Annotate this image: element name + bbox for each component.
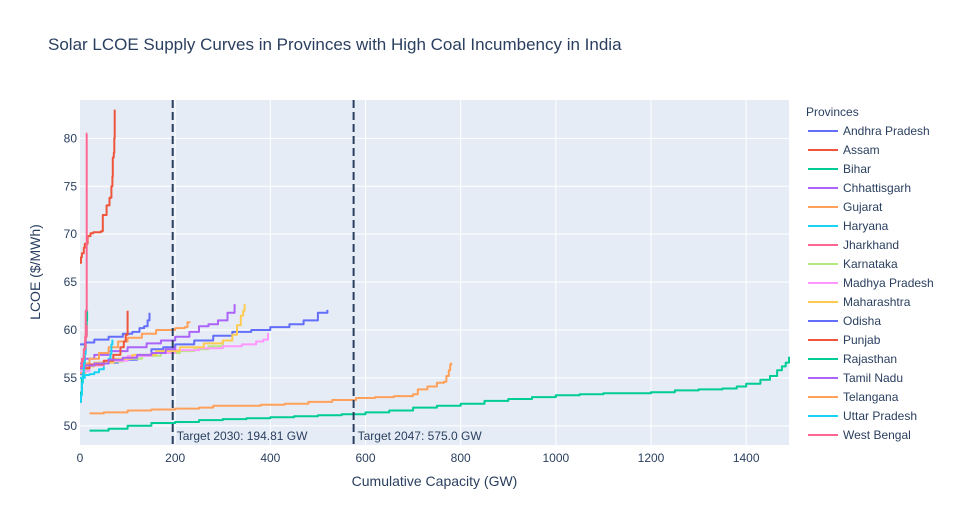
series-line-tamil-nadu: [80, 346, 177, 370]
legend-label: Telangana: [843, 390, 899, 404]
legend-item-odisha[interactable]: Odisha: [808, 314, 881, 328]
x-tick-label: 0: [77, 451, 84, 465]
legend-item-telangana[interactable]: Telangana: [808, 390, 899, 404]
legend-item-jharkhand[interactable]: Jharkhand: [808, 238, 899, 252]
legend-item-andhra-pradesh[interactable]: Andhra Pradesh: [808, 124, 930, 138]
legend-label: Maharashtra: [843, 295, 911, 309]
legend-title: Provinces: [806, 105, 859, 119]
series-line-odisha: [80, 312, 151, 346]
target-lines: Target 2030: 194.81 GW Target 2047: 575.0…: [171, 100, 483, 445]
legend-item-karnataka[interactable]: Karnataka: [808, 257, 898, 271]
legend-label: Punjab: [843, 333, 881, 347]
x-tick-label: 400: [260, 451, 280, 465]
legend-label: Bihar: [843, 162, 871, 176]
series-line-rajasthan: [89, 356, 790, 432]
legend-item-bihar[interactable]: Bihar: [808, 162, 871, 176]
legend-item-chhattisgarh[interactable]: Chhattisgarh: [808, 181, 911, 195]
x-axis-ticks: 0 200 400 600 800 1000 1200 1400: [77, 451, 760, 465]
legend-item-madhya-pradesh[interactable]: Madhya Pradesh: [808, 276, 934, 290]
y-tick-label: 75: [64, 179, 78, 193]
x-tick-label: 1400: [733, 451, 760, 465]
legend-label: Uttar Pradesh: [843, 409, 917, 423]
series-line-assam: [80, 109, 116, 264]
legend-label: Karnataka: [843, 257, 898, 271]
legend-label: Madhya Pradesh: [843, 276, 934, 290]
legend-label: Odisha: [843, 314, 881, 328]
series-line-haryana: [80, 339, 114, 379]
series-line-telangana: [89, 362, 453, 415]
y-tick-label: 60: [64, 323, 78, 337]
y-tick-label: 50: [64, 419, 78, 433]
legend-label: Jharkhand: [843, 238, 899, 252]
y-tick-label: 65: [64, 275, 78, 289]
x-tick-label: 600: [355, 451, 375, 465]
legend-item-haryana[interactable]: Haryana: [808, 219, 889, 233]
y-tick-label: 55: [64, 371, 78, 385]
y-tick-label: 70: [64, 227, 78, 241]
y-tick-label: 80: [64, 131, 78, 145]
legend-item-maharashtra[interactable]: Maharashtra: [808, 295, 911, 309]
x-axis-title: Cumulative Capacity (GW): [352, 473, 518, 489]
legend-label: Rajasthan: [843, 352, 897, 366]
legend-label: Assam: [843, 143, 880, 157]
legend-item-tamil-nadu[interactable]: Tamil Nadu: [808, 371, 903, 385]
chart-title: Solar LCOE Supply Curves in Provinces wi…: [48, 35, 622, 54]
legend-label: Chhattisgarh: [843, 181, 911, 195]
legend-label: West Bengal: [843, 428, 911, 442]
legend-item-punjab[interactable]: Punjab: [808, 333, 881, 347]
x-tick-label: 1200: [638, 451, 665, 465]
legend-item-west-bengal[interactable]: West Bengal: [808, 428, 911, 442]
x-tick-label: 200: [165, 451, 185, 465]
gridlines: [80, 100, 789, 445]
plot-area: [80, 100, 789, 445]
series-line-gujarat: [80, 321, 191, 375]
target-annotation: Target 2047: 575.0 GW: [358, 429, 483, 443]
legend-label: Tamil Nadu: [843, 371, 903, 385]
legend-item-rajasthan[interactable]: Rajasthan: [808, 352, 897, 366]
x-tick-label: 1000: [542, 451, 569, 465]
target-annotation: Target 2030: 194.81 GW: [177, 429, 308, 443]
legend-item-gujarat[interactable]: Gujarat: [808, 200, 883, 214]
legend-label: Andhra Pradesh: [843, 124, 930, 138]
y-axis-ticks: 50 55 60 65 70 75 80: [64, 131, 78, 433]
y-axis-title: LCOE ($/MWh): [27, 224, 43, 320]
legend: Provinces Andhra Pradesh Assam Bihar Chhatt…: [806, 105, 934, 442]
legend-item-uttar-pradesh[interactable]: Uttar Pradesh: [808, 409, 917, 423]
series-line-west-bengal: [80, 325, 88, 368]
legend-item-assam[interactable]: Assam: [808, 143, 880, 157]
legend-label: Gujarat: [843, 200, 883, 214]
series-lines: [80, 109, 790, 432]
legend-label: Haryana: [843, 219, 889, 233]
x-tick-label: 800: [451, 451, 471, 465]
